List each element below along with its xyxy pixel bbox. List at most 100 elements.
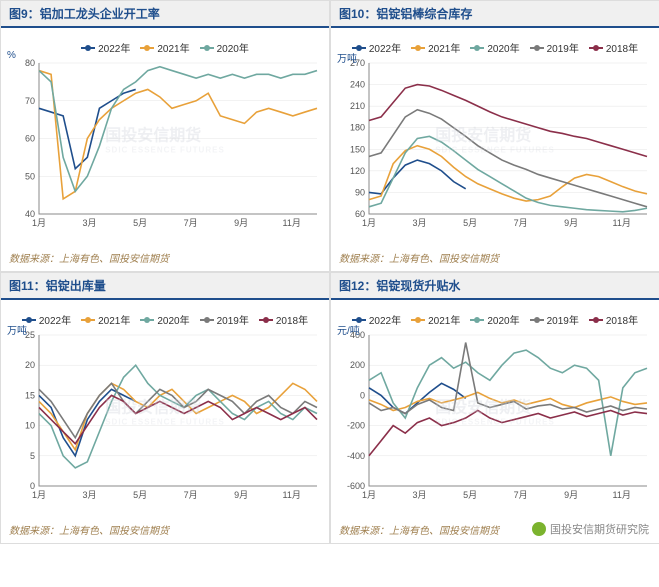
y-axis-label: 万吨 [7, 322, 27, 337]
chart-title: 图12：铝锭现货升贴水 [331, 273, 659, 300]
legend-item-y2021: 2021年 [411, 40, 460, 55]
chart-title-num: 图10： [339, 7, 376, 21]
legend-item-y2020: 2020年 [470, 312, 519, 327]
svg-text:5月: 5月 [463, 490, 477, 500]
y-axis-label: 元/吨 [337, 322, 360, 337]
svg-text:9月: 9月 [234, 218, 248, 228]
legend-marker-icon [470, 319, 484, 321]
series-y2021 [369, 146, 647, 201]
svg-text:70: 70 [25, 96, 35, 106]
panel-chart-10: 图10：铝锭铝棒综合库存2022年2021年2020年2019年2018年万吨国… [330, 0, 659, 272]
svg-text:7月: 7月 [514, 490, 528, 500]
svg-text:0: 0 [360, 390, 365, 400]
legend-label: 2019年 [547, 312, 579, 327]
legend-item-y2022: 2022年 [81, 40, 130, 55]
chart-title-num: 图11： [9, 279, 46, 293]
legend-item-y2021: 2021年 [140, 40, 189, 55]
legend-item-y2021: 2021年 [81, 312, 130, 327]
svg-text:10: 10 [25, 421, 35, 431]
svg-text:1月: 1月 [32, 218, 46, 228]
legend: 2022年 2021年 2020年 [5, 36, 325, 57]
legend-marker-icon [259, 319, 273, 321]
y-axis-label: % [7, 50, 16, 61]
chart-svg: -600-400-20002004001月3月5月7月9月11月 [335, 329, 655, 504]
svg-text:11月: 11月 [283, 218, 301, 228]
svg-text:50: 50 [25, 171, 35, 181]
svg-text:240: 240 [350, 80, 365, 90]
data-source: 数据来源：上海有色、国投安信期货 [331, 248, 659, 271]
legend-label: 2018年 [606, 312, 638, 327]
legend-marker-icon [81, 319, 95, 321]
legend-label: 2020年 [487, 40, 519, 55]
legend: 2022年 2021年 2020年 2019年 2018年 [335, 308, 655, 329]
legend-marker-icon [81, 47, 95, 49]
legend-item-y2022: 2022年 [352, 40, 401, 55]
legend: 2022年 2021年 2020年 2019年 2018年 [335, 36, 655, 57]
svg-text:80: 80 [25, 58, 35, 68]
legend-item-y2019: 2019年 [530, 40, 579, 55]
legend-item-y2020: 2020年 [200, 40, 249, 55]
chart-title-text: 铝锭出库量 [46, 279, 106, 293]
legend-item-y2019: 2019年 [200, 312, 249, 327]
chart-title-text: 铝加工龙头企业开工率 [40, 7, 160, 21]
chart-area: 2022年2021年2020年2019年2018年万吨国投安信期货SDIC ES… [1, 300, 329, 520]
series-y2020 [39, 67, 317, 192]
footer-watermark: 国投安信期货研究院 [532, 521, 649, 537]
legend-marker-icon [140, 47, 154, 49]
svg-text:11月: 11月 [613, 490, 631, 500]
legend-label: 2022年 [369, 312, 401, 327]
chart-title-num: 图9： [9, 7, 40, 21]
legend-marker-icon [200, 47, 214, 49]
svg-text:180: 180 [350, 123, 365, 133]
legend-marker-icon [470, 47, 484, 49]
svg-text:1月: 1月 [362, 218, 376, 228]
svg-text:1月: 1月 [362, 490, 376, 500]
svg-text:9月: 9月 [564, 218, 578, 228]
chart-svg: 60901201501802102402701月3月5月7月9月11月 [335, 57, 655, 232]
legend-marker-icon [530, 47, 544, 49]
legend-label: 2022年 [98, 40, 130, 55]
panel-chart-12: 图12：铝锭现货升贴水 2022年 2021年 2020年 2019年 2018年元/吨国… [330, 272, 659, 544]
footer-watermark-text: 国投安信期货研究院 [550, 521, 649, 537]
wechat-icon [532, 522, 546, 536]
svg-text:9月: 9月 [234, 490, 248, 500]
chart-title-text: 铝锭铝棒综合库存 [376, 7, 472, 21]
legend-marker-icon [200, 319, 214, 321]
legend-marker-icon [411, 319, 425, 321]
legend-label: 2019年 [547, 40, 579, 55]
legend-label: 2020年 [487, 312, 519, 327]
svg-text:9月: 9月 [564, 490, 578, 500]
chart-grid: 图9：铝加工龙头企业开工率2022年2021年2020年%国投安信期货SDIC … [0, 0, 659, 544]
svg-text:5月: 5月 [133, 218, 147, 228]
svg-text:7月: 7月 [184, 218, 198, 228]
chart-area: 2022年2021年2020年2019年2018年万吨国投安信期货SDIC ES… [331, 28, 659, 248]
svg-text:60: 60 [25, 134, 35, 144]
legend-item-y2018: 2018年 [589, 40, 638, 55]
chart-svg: 05101520251月3月5月7月9月11月 [5, 329, 325, 504]
legend-label: 2020年 [217, 40, 249, 55]
chart-title-text: 铝锭现货升贴水 [376, 279, 460, 293]
svg-text:5月: 5月 [463, 218, 477, 228]
legend-label: 2021年 [98, 312, 130, 327]
svg-text:3月: 3月 [413, 490, 427, 500]
legend-item-y2018: 2018年 [259, 312, 308, 327]
legend-item-y2019: 2019年 [530, 312, 579, 327]
legend-marker-icon [530, 319, 544, 321]
legend-item-y2022: 2022年 [22, 312, 71, 327]
chart-area: 2022年2021年2020年2019年2018年元/吨国投安信期货SDIC E… [331, 300, 659, 520]
legend-label: 2019年 [217, 312, 249, 327]
svg-text:210: 210 [350, 101, 365, 111]
svg-text:200: 200 [350, 360, 365, 370]
chart-title-num: 图12： [339, 279, 376, 293]
svg-text:-400: -400 [347, 451, 365, 461]
legend-label: 2018年 [606, 40, 638, 55]
svg-text:-200: -200 [347, 421, 365, 431]
legend-marker-icon [589, 319, 603, 321]
legend-marker-icon [140, 319, 154, 321]
panel-chart-11: 图11：铝锭出库量2022年2021年2020年2019年2018年万吨国投安信… [0, 272, 330, 544]
legend-label: 2018年 [276, 312, 308, 327]
svg-text:11月: 11月 [613, 218, 631, 228]
svg-text:1月: 1月 [32, 490, 46, 500]
legend-label: 2021年 [428, 312, 460, 327]
legend-item-y2020: 2020年 [470, 40, 519, 55]
